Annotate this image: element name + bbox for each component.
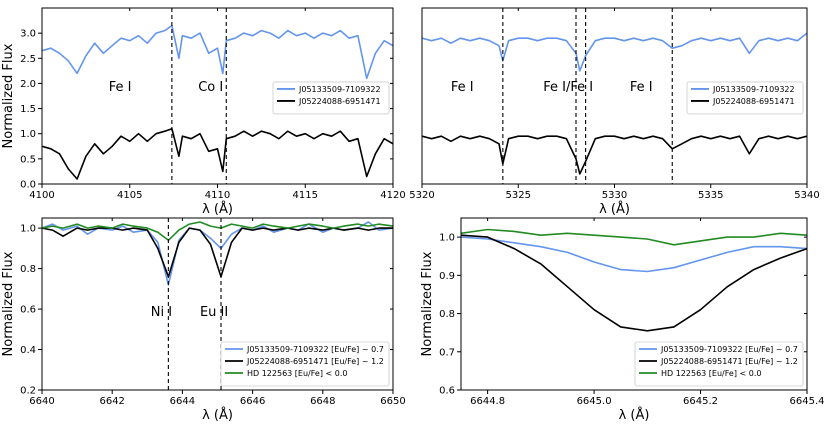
plot-area bbox=[422, 32, 807, 175]
series-line-0 bbox=[461, 236, 807, 273]
x-tick-label: 4100 bbox=[29, 190, 54, 201]
series-line-1 bbox=[42, 127, 393, 180]
y-tick-label: 1.5 bbox=[20, 104, 36, 115]
legend-entry: J05133509-7109322 [Eu/Fe] ~ 0.7 bbox=[246, 345, 384, 354]
series-line-0 bbox=[422, 32, 807, 72]
legend-entry: J05224088-6951471 bbox=[298, 97, 381, 106]
x-tick-label: 6645.4 bbox=[790, 396, 825, 407]
legend-box bbox=[220, 341, 390, 387]
y-tick-label: 1.0 bbox=[20, 129, 36, 140]
series-line-2 bbox=[42, 221, 393, 242]
y-tick-label: 1.0 bbox=[439, 233, 455, 244]
legend: J05133509-7109322 J05224088-6951471 bbox=[686, 81, 804, 115]
x-tick-label: 5330 bbox=[602, 190, 627, 201]
y-axis-label: Normalized Flux bbox=[1, 251, 16, 356]
series-line-1 bbox=[422, 135, 807, 175]
legend-box bbox=[686, 81, 804, 115]
x-tick-label: 4110 bbox=[205, 190, 230, 201]
y-tick-label: 0.4 bbox=[20, 345, 36, 356]
x-tick-label: 6650 bbox=[380, 396, 405, 407]
plot-area bbox=[42, 221, 393, 286]
y-tick-label: 0.7 bbox=[439, 347, 455, 358]
legend-entry: J05133509-7109322 [Eu/Fe] ~ 0.7 bbox=[660, 345, 798, 354]
legend: J05133509-7109322 [Eu/Fe] ~ 0.7 J05224088… bbox=[634, 341, 804, 387]
y-tick-label: 1.0 bbox=[20, 224, 36, 235]
x-tick-label: 6644 bbox=[170, 396, 195, 407]
line-annotation: Fe I bbox=[630, 80, 653, 95]
x-tick-label: 5335 bbox=[698, 190, 723, 201]
x-tick-label: 6645.0 bbox=[577, 396, 612, 407]
panel-fe-co-spectrum: 4100 4105 4110 4115 4120 0.0 0.5 1.0 1.5 2.0 2.5 3.… bbox=[1, 7, 406, 217]
legend-entry: HD 122563 [Eu/Fe] < 0.0 bbox=[661, 369, 761, 378]
y-axis-label: Normalized Flux bbox=[1, 43, 16, 148]
series-line-1 bbox=[461, 234, 807, 332]
line-annotation: Fe I/Fe I bbox=[543, 80, 593, 95]
series-line-0 bbox=[42, 24, 393, 80]
y-tick-label: 0.5 bbox=[20, 154, 36, 165]
y-tick-label: 0.8 bbox=[20, 264, 36, 275]
legend-entry: J05224088-6951471 bbox=[712, 97, 795, 106]
x-tick-label: 4105 bbox=[117, 190, 142, 201]
x-tick-label: 6642 bbox=[99, 396, 124, 407]
x-tick-label: 6648 bbox=[310, 396, 335, 407]
x-tick-label: 4120 bbox=[380, 190, 405, 201]
y-tick-label: 2.0 bbox=[20, 79, 36, 90]
line-annotation: Fe I bbox=[109, 80, 132, 95]
y-tick-label: 0.9 bbox=[439, 271, 455, 282]
x-tick-label: 6644.8 bbox=[470, 396, 505, 407]
line-annotation: Co I bbox=[198, 80, 223, 95]
x-tick-label: 6645.2 bbox=[683, 396, 718, 407]
axes-frame bbox=[460, 217, 808, 391]
y-tick-label: 0.8 bbox=[439, 309, 455, 320]
legend-entry: J05224088-6951471 [Eu/Fe] ~ 1.2 bbox=[660, 357, 798, 366]
panel-ni-eu-spectrum: 6640 6642 6644 6646 6648 6650 0.2 0.4 0.6 0.8 1.0 λ… bbox=[1, 217, 406, 423]
panel-fe-spectrum: 5320 5325 5330 5335 5340 λ (Å) Fe I Fe I/Fe I Fe… bbox=[409, 7, 820, 217]
series-line-0 bbox=[42, 221, 393, 286]
legend-entry: J05133509-7109322 bbox=[712, 85, 795, 94]
legend: J05133509-7109322 J05224088-6951471 bbox=[272, 81, 390, 115]
series-line-2 bbox=[461, 228, 807, 246]
series-line-1 bbox=[42, 227, 393, 278]
axes-frame bbox=[41, 217, 394, 391]
legend-entry: HD 122563 [Eu/Fe] < 0.0 bbox=[247, 369, 347, 378]
x-tick-label: 6640 bbox=[29, 396, 54, 407]
y-tick-label: 0.0 bbox=[20, 180, 36, 191]
y-tick-label: 0.6 bbox=[20, 305, 36, 316]
legend-box bbox=[272, 81, 390, 115]
y-tick-label: 2.5 bbox=[20, 54, 36, 65]
plot-area bbox=[461, 228, 807, 332]
y-axis-label: Normalized Flux bbox=[420, 251, 435, 356]
x-axis-label: λ (Å) bbox=[202, 201, 233, 217]
y-tick-label: 0.6 bbox=[439, 386, 455, 397]
line-annotation: Ni I bbox=[151, 305, 172, 320]
legend-entry: J05224088-6951471 [Eu/Fe] ~ 1.2 bbox=[246, 357, 384, 366]
line-annotation: Fe I bbox=[451, 80, 474, 95]
panel-eu-line-zoom: 6644.8 6645.0 6645.2 6645.4 0.6 0.7 0.8 0.9 1.0 λ… bbox=[420, 217, 825, 423]
x-tick-label: 5320 bbox=[409, 190, 434, 201]
plot-area bbox=[42, 24, 393, 180]
x-axis-label: λ (Å) bbox=[619, 407, 650, 423]
legend-box bbox=[634, 341, 804, 387]
legend-entry: J05133509-7109322 bbox=[298, 85, 381, 94]
y-tick-label: 3.0 bbox=[20, 29, 36, 40]
x-tick-label: 5325 bbox=[506, 190, 531, 201]
x-tick-label: 4115 bbox=[293, 190, 318, 201]
x-axis-label: λ (Å) bbox=[599, 201, 630, 217]
x-tick-label: 6646 bbox=[240, 396, 265, 407]
y-tick-label: 0.2 bbox=[20, 386, 36, 397]
x-axis-label: λ (Å) bbox=[202, 407, 233, 423]
legend: J05133509-7109322 [Eu/Fe] ~ 0.7 J05224088… bbox=[220, 341, 390, 387]
x-tick-label: 5340 bbox=[794, 190, 819, 201]
line-annotation: Eu II bbox=[200, 305, 228, 320]
